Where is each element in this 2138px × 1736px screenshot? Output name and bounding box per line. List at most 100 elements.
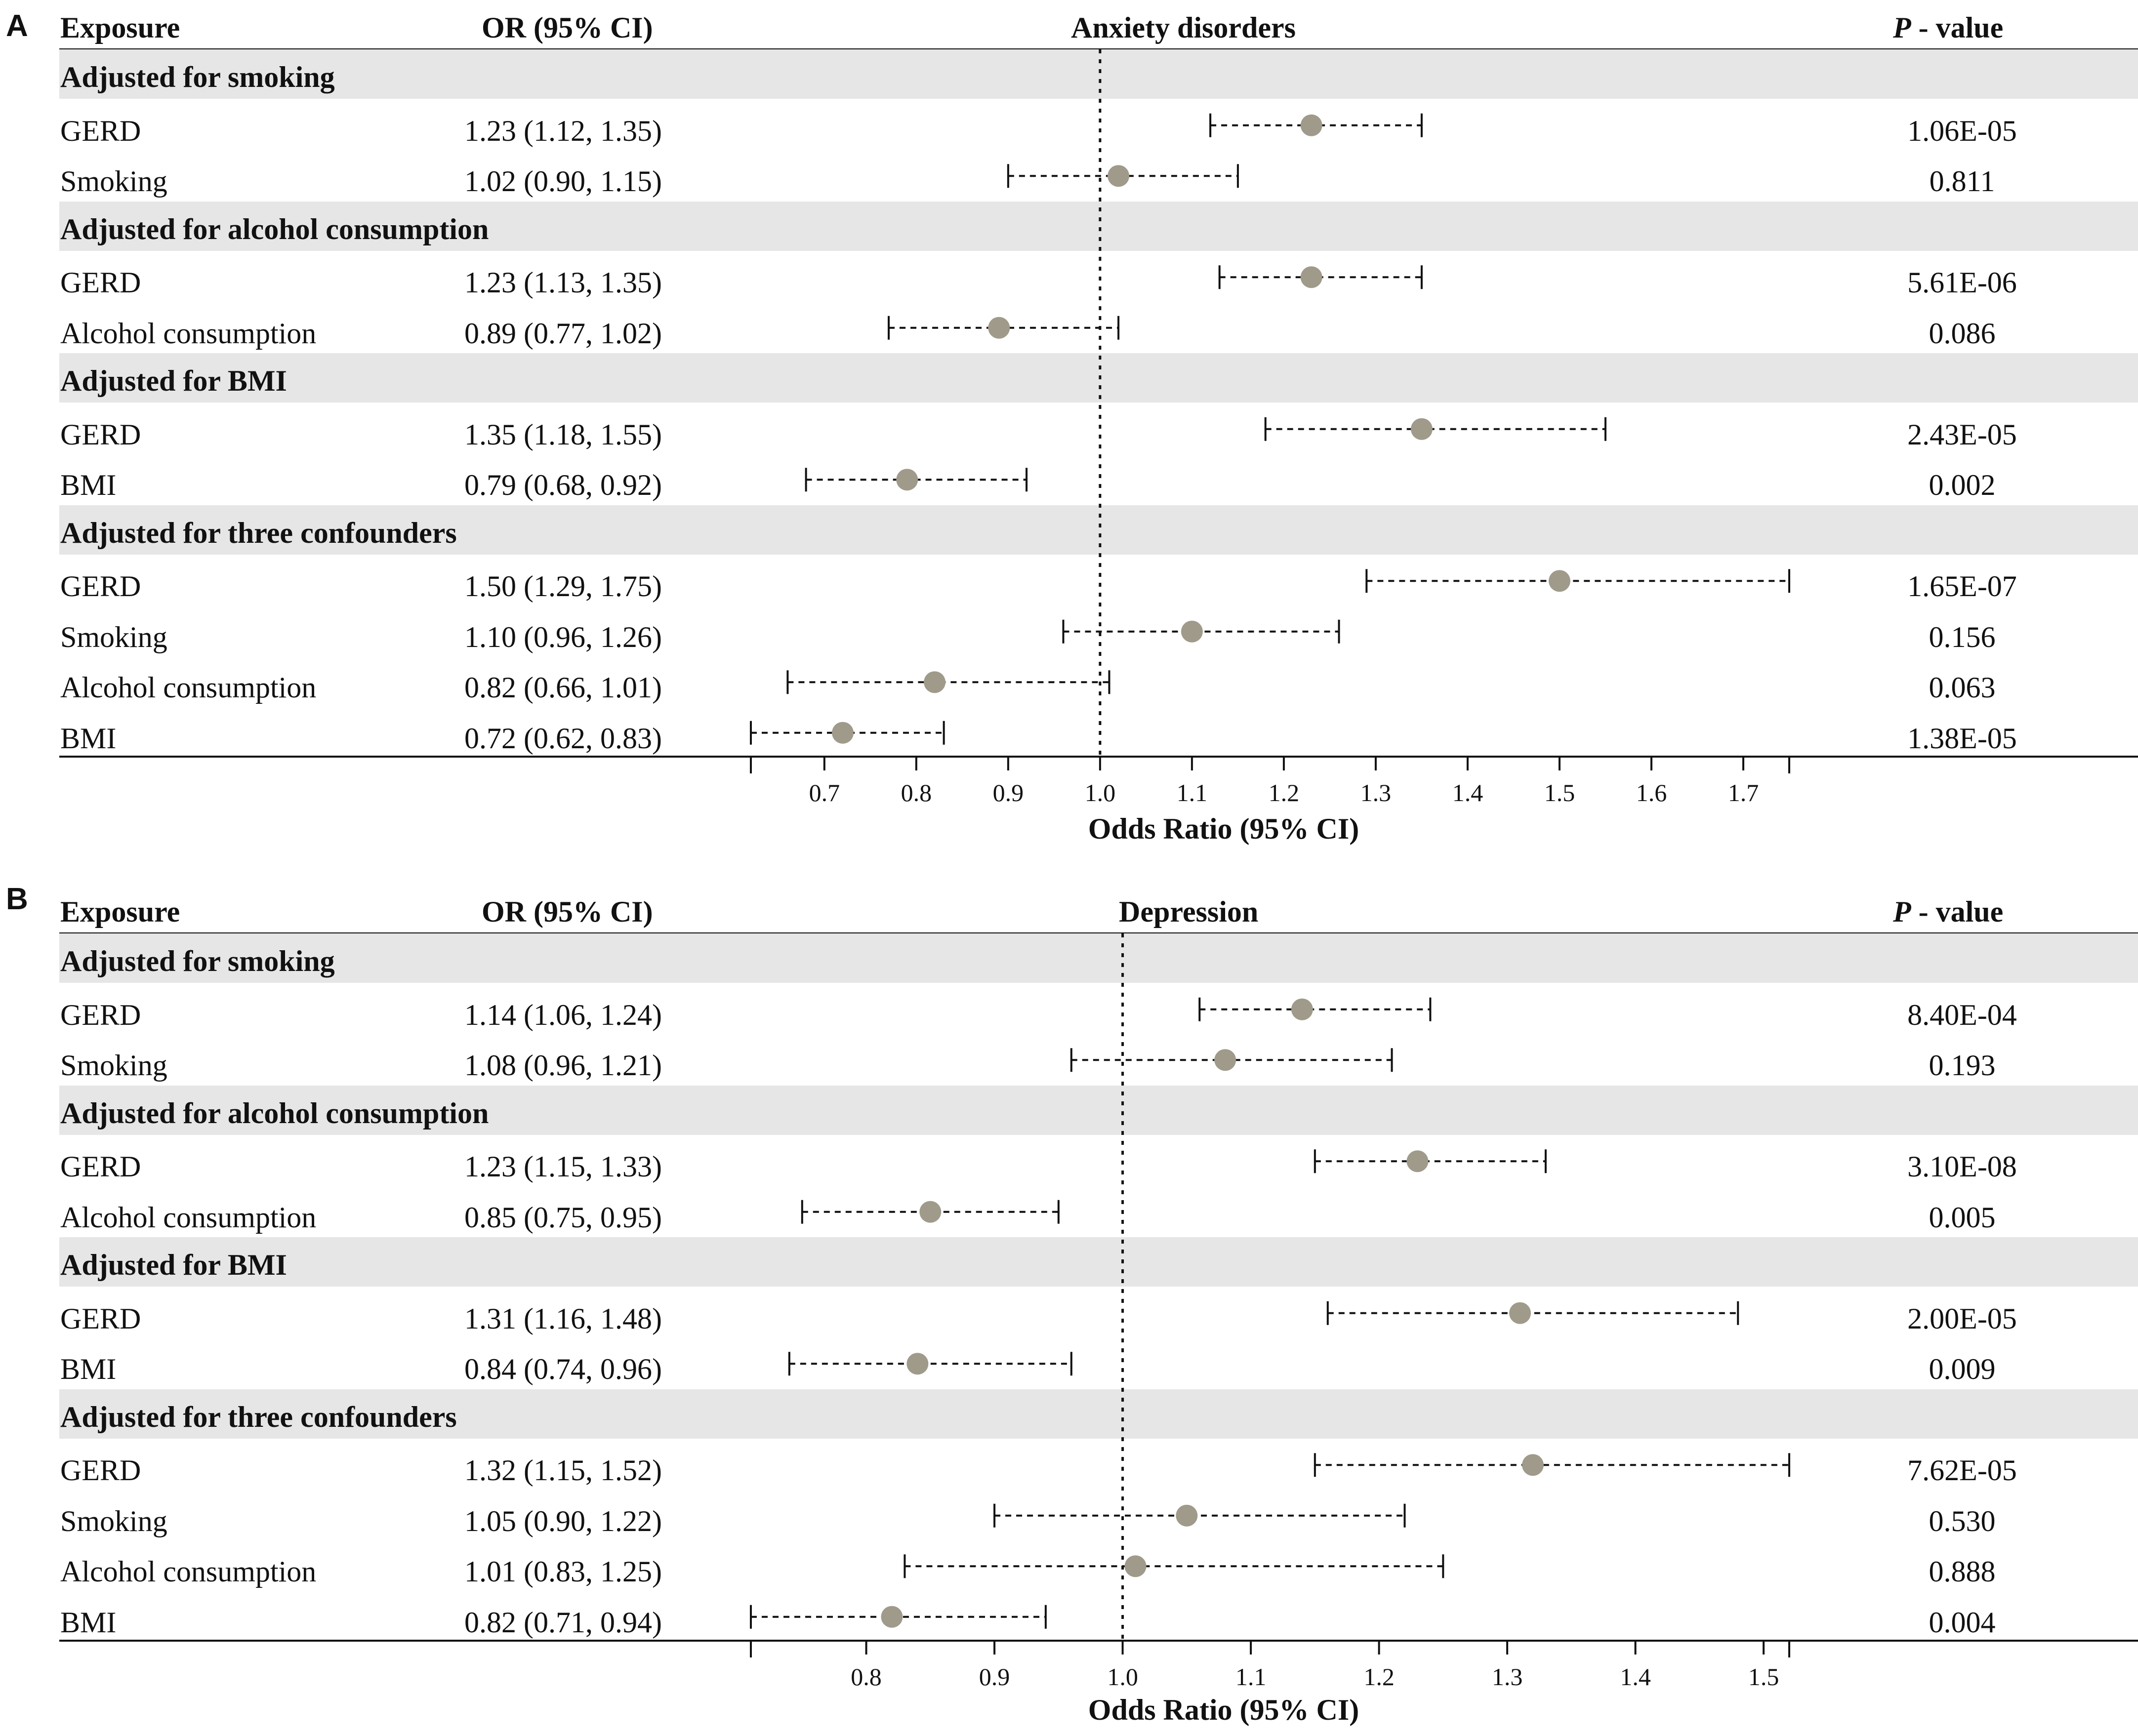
or-point	[1214, 1049, 1236, 1071]
or-ci-text: 0.85 (0.75, 0.95)	[464, 1201, 662, 1234]
exposure-name: GERD	[60, 114, 141, 147]
p-value: 1.65E-07	[1907, 570, 2017, 603]
or-point	[988, 317, 1010, 339]
or-ci-text: 1.23 (1.12, 1.35)	[464, 114, 662, 147]
tick-label: 1.5	[1544, 779, 1575, 807]
tick-label: 1.4	[1620, 1663, 1651, 1691]
or-ci-text: 0.82 (0.66, 1.01)	[464, 671, 662, 704]
or-ci-text: 1.01 (0.83, 1.25)	[464, 1555, 662, 1588]
p-value: 3.10E-08	[1907, 1150, 2017, 1183]
tick-label: 1.2	[1269, 779, 1300, 807]
group-label: Adjusted for three confounders	[60, 516, 457, 549]
group-band	[59, 1237, 2138, 1287]
or-ci-text: 0.89 (0.77, 1.02)	[464, 317, 662, 350]
exposure-name: GERD	[60, 570, 141, 603]
or-ci-text: 1.31 (1.16, 1.48)	[464, 1302, 662, 1335]
exposure-name: Alcohol consumption	[60, 1555, 317, 1588]
tick-label: 1.2	[1363, 1663, 1395, 1691]
forest-plot-svg: 0.7 0.8 0.9 1.0 1.1 1.2 1.3 1.4 1.5 1.6 1.7	[750, 49, 1790, 807]
or-point	[1124, 1555, 1147, 1577]
or-point	[919, 1201, 942, 1223]
or-point	[896, 469, 918, 491]
or-point	[1406, 1150, 1429, 1172]
exposure-name: GERD	[60, 1454, 141, 1487]
tick-label: 1.1	[1235, 1663, 1267, 1691]
exposure-name: BMI	[60, 1606, 117, 1639]
p-value: 0.156	[1929, 620, 1996, 653]
exposure-name: GERD	[60, 418, 141, 451]
panel-letter-b: B	[6, 882, 28, 916]
p-value: 8.40E-04	[1907, 998, 2017, 1031]
exposure-name: GERD	[60, 1150, 141, 1183]
p-value: 2.00E-05	[1907, 1302, 2017, 1335]
p-value: 0.004	[1929, 1606, 1996, 1639]
x-axis-title: Odds Ratio (95% CI)	[1088, 812, 1359, 845]
or-ci-text: 1.05 (0.90, 1.22)	[464, 1504, 662, 1537]
p-value: 0.888	[1929, 1555, 1996, 1588]
exposure-name: BMI	[60, 1353, 117, 1385]
group-label: Adjusted for three confounders	[60, 1400, 457, 1433]
exposure-name: BMI	[60, 722, 117, 755]
or-ci-text: 0.72 (0.62, 0.83)	[464, 722, 662, 755]
or-ci-text: 0.82 (0.71, 0.94)	[464, 1606, 662, 1639]
chart-title: Depression	[1119, 895, 1259, 928]
axis-rule	[59, 1640, 2138, 1642]
group-label: Adjusted for alcohol consumption	[60, 1096, 489, 1130]
group-label: Adjusted for alcohol consumption	[60, 212, 489, 245]
chart-title: Anxiety disorders	[1071, 11, 1296, 44]
group-label: Adjusted for smoking	[60, 61, 335, 93]
header-or-ci: OR (95% CI)	[482, 895, 653, 928]
or-point	[1300, 266, 1322, 288]
exposure-name: Alcohol consumption	[60, 1201, 317, 1234]
exposure-name: Smoking	[60, 165, 167, 198]
p-value: 2.43E-05	[1907, 418, 2017, 451]
or-point	[1300, 114, 1322, 136]
exposure-name: GERD	[60, 266, 141, 299]
group-band	[59, 353, 2138, 403]
tick-label: 1.7	[1728, 779, 1759, 807]
tick-label: 1.5	[1748, 1663, 1779, 1691]
or-ci-text: 1.50 (1.29, 1.75)	[464, 570, 662, 603]
or-ci-text: 1.35 (1.18, 1.55)	[464, 418, 662, 451]
header-exposure: Exposure	[60, 895, 180, 928]
or-ci-text: 1.10 (0.96, 1.26)	[464, 620, 662, 653]
or-point	[1108, 165, 1130, 187]
p-value: 0.002	[1929, 469, 1996, 501]
tick-label: 1.1	[1177, 779, 1208, 807]
tick-label: 1.6	[1636, 779, 1667, 807]
p-value: 0.063	[1929, 671, 1996, 704]
header-or-ci: OR (95% CI)	[482, 11, 653, 44]
forest-plot-panel-b: B Exposure OR (95% CI) Depression P - va…	[0, 884, 2138, 1736]
tick-label: 0.7	[809, 779, 840, 807]
tick-label: 0.9	[993, 779, 1024, 807]
or-point	[832, 722, 854, 744]
or-point	[1410, 418, 1433, 440]
exposure-name: Smoking	[60, 1504, 167, 1537]
or-point	[1181, 620, 1203, 643]
or-ci-text: 0.84 (0.74, 0.96)	[464, 1353, 662, 1385]
exposure-name: Alcohol consumption	[60, 671, 317, 704]
or-point	[1509, 1302, 1531, 1324]
p-value: 1.06E-05	[1907, 114, 2017, 147]
or-ci-text: 0.79 (0.68, 0.92)	[464, 469, 662, 501]
tick-label: 1.0	[1107, 1663, 1138, 1691]
or-ci-text: 1.08 (0.96, 1.21)	[464, 1049, 662, 1082]
or-point	[1291, 998, 1313, 1020]
p-value: 0.086	[1929, 317, 1996, 350]
or-point	[906, 1353, 929, 1375]
p-value: 1.38E-05	[1907, 722, 2017, 755]
exposure-name: GERD	[60, 998, 141, 1031]
group-band	[59, 201, 2138, 251]
or-ci-text: 1.32 (1.15, 1.52)	[464, 1454, 662, 1487]
p-value: 0.530	[1929, 1504, 1996, 1537]
group-band	[59, 49, 2138, 99]
tick-label: 1.3	[1492, 1663, 1523, 1691]
group-label: Adjusted for smoking	[60, 945, 335, 977]
tick-label: 1.3	[1360, 779, 1392, 807]
tick-label: 0.8	[901, 779, 932, 807]
or-ci-text: 1.02 (0.90, 1.15)	[464, 165, 662, 198]
forest-plot-panel-a: A Exposure OR (95% CI) Anxiety disorders…	[6, 11, 2138, 845]
tick-label: 0.9	[979, 1663, 1010, 1691]
axis-rule	[59, 756, 2138, 758]
or-point	[1548, 570, 1570, 592]
